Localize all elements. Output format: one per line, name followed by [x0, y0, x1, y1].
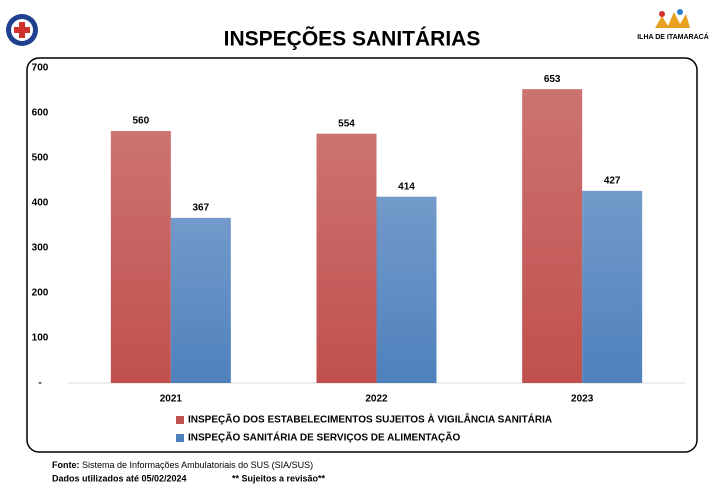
y-tick-label: 100 [32, 333, 49, 344]
data-note: Dados utilizados até 05/02/2024 [52, 473, 187, 483]
y-tick-label: 300 [32, 243, 49, 254]
chart-frame [26, 57, 698, 453]
logo-dot [659, 11, 665, 17]
data-label: 427 [604, 175, 621, 186]
legend-swatch [176, 434, 184, 442]
left-logo [6, 14, 38, 46]
revision-note: ** Sujeitos a revisão** [232, 473, 326, 483]
y-tick-label: - [38, 378, 41, 389]
logo-figures [655, 12, 690, 28]
bar [582, 190, 643, 383]
bar [110, 131, 171, 383]
y-tick-label: 200 [32, 288, 49, 299]
bar [376, 196, 437, 383]
bar [522, 89, 583, 384]
legend-label: INSPEÇÃO SANITÁRIA DE SERVIÇOS DE ALIMEN… [188, 431, 460, 444]
data-label: 560 [132, 116, 149, 127]
bar [316, 133, 377, 383]
data-label: 367 [192, 202, 209, 213]
footer-source: Fonte: Sistema de Informações Ambulatori… [52, 460, 313, 470]
data-label: 554 [338, 118, 355, 129]
legend-swatch [176, 416, 184, 424]
y-tick-label: 600 [32, 108, 49, 119]
y-tick-label: 700 [32, 63, 49, 74]
x-tick-label: 2023 [571, 394, 594, 405]
chart-title: INSPEÇÕES SANITÁRIAS [224, 27, 481, 51]
data-label: 653 [544, 74, 561, 85]
right-logo: ILHA DE ITAMARACÁ [637, 9, 709, 41]
logo-dot [677, 9, 683, 15]
logo-cross [14, 27, 30, 33]
legend-label: INSPEÇÃO DOS ESTABELECIMENTOS SUJEITOS À… [188, 413, 552, 426]
x-tick-label: 2022 [365, 394, 388, 405]
data-label: 414 [398, 181, 415, 192]
source-text: Sistema de Informações Ambulatoriais do … [82, 460, 313, 470]
x-tick-label: 2021 [160, 394, 183, 405]
logo-text: ILHA DE ITAMARACÁ [637, 32, 709, 41]
y-tick-label: 400 [32, 198, 49, 209]
source-label: Fonte: [52, 460, 80, 470]
bar [170, 217, 231, 383]
y-tick-label: 500 [32, 153, 49, 164]
